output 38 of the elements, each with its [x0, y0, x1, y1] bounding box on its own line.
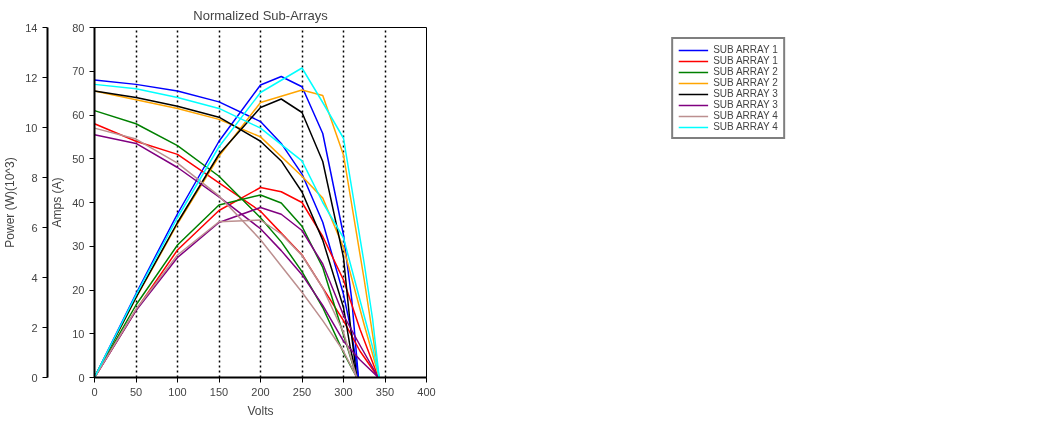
x-tick-label: 200 [251, 385, 270, 398]
y2-tick-label: 50 [72, 152, 85, 165]
legend-label: SUB ARRAY 2 [713, 77, 778, 88]
y-axis-title: Power (W)(10^3) [3, 157, 18, 248]
y2-tick-label: 70 [72, 65, 85, 78]
y-tick-label: 12 [25, 71, 38, 84]
legend-label: SUB ARRAY 3 [713, 88, 778, 99]
y2-tick-label: 20 [72, 284, 85, 296]
x-tick-label: 50 [129, 385, 143, 398]
y-tick-label: 14 [25, 21, 38, 34]
y2-tick-label: 60 [72, 109, 85, 121]
x-tick-label: 100 [168, 385, 187, 398]
legend-label: SUB ARRAY 1 [713, 55, 778, 66]
x-tick-label: 400 [417, 385, 436, 398]
legend-label: SUB ARRAY 4 [713, 110, 778, 121]
y2-tick-label: 80 [72, 21, 85, 34]
y2-tick-label: 40 [72, 196, 85, 209]
legend-label: SUB ARRAY 4 [713, 121, 778, 132]
x-tick-label: 350 [375, 385, 395, 398]
chart-title: Normalized Sub-Arrays [193, 7, 329, 23]
x-tick-label: 0 [91, 385, 98, 398]
x-tick-label: 250 [292, 385, 312, 398]
legend-label: SUB ARRAY 2 [713, 66, 778, 77]
y-tick-label: 2 [31, 321, 38, 334]
y-tick-label: 0 [31, 371, 38, 384]
y2-axis-title: Amps (A) [50, 177, 65, 228]
x-axis-title: Volts [247, 403, 274, 418]
y-tick-label: 10 [25, 121, 38, 134]
x-tick-label: 150 [209, 385, 229, 398]
y2-tick-label: 0 [78, 371, 85, 384]
y-tick-label: 6 [31, 221, 38, 234]
y2-tick-label: 10 [72, 327, 85, 340]
y-tick-label: 4 [31, 271, 38, 284]
y-tick-label: 8 [31, 171, 38, 184]
legend-label: SUB ARRAY 3 [713, 99, 778, 110]
legend-label: SUB ARRAY 1 [713, 44, 778, 55]
y2-tick-label: 30 [72, 240, 85, 253]
x-tick-label: 300 [334, 385, 353, 398]
